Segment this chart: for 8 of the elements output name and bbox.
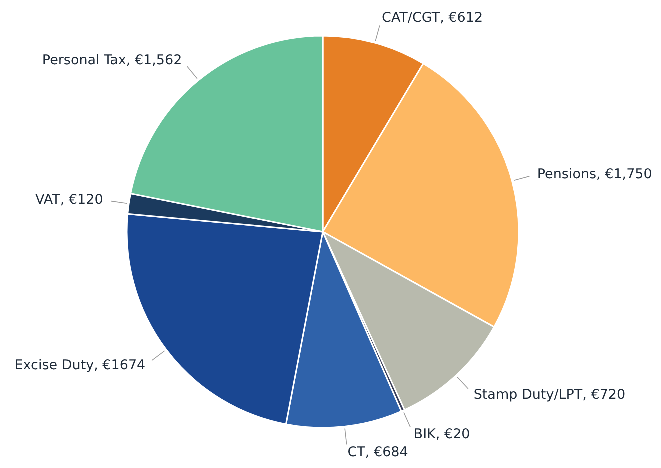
slice-label: CT, €684 bbox=[348, 444, 408, 461]
slice-label: Personal Tax, €1,562 bbox=[42, 52, 182, 68]
slice-label: BIK, €20 bbox=[414, 426, 470, 443]
slice-label: CAT/CGT, €612 bbox=[382, 10, 484, 26]
slice-label: Stamp Duty/LPT, €720 bbox=[474, 386, 626, 403]
slice-label: Excise Duty, €1674 bbox=[14, 358, 146, 374]
slice-label: VAT, €120 bbox=[36, 192, 104, 208]
slice-label: Pensions, €1,750 bbox=[537, 166, 652, 182]
